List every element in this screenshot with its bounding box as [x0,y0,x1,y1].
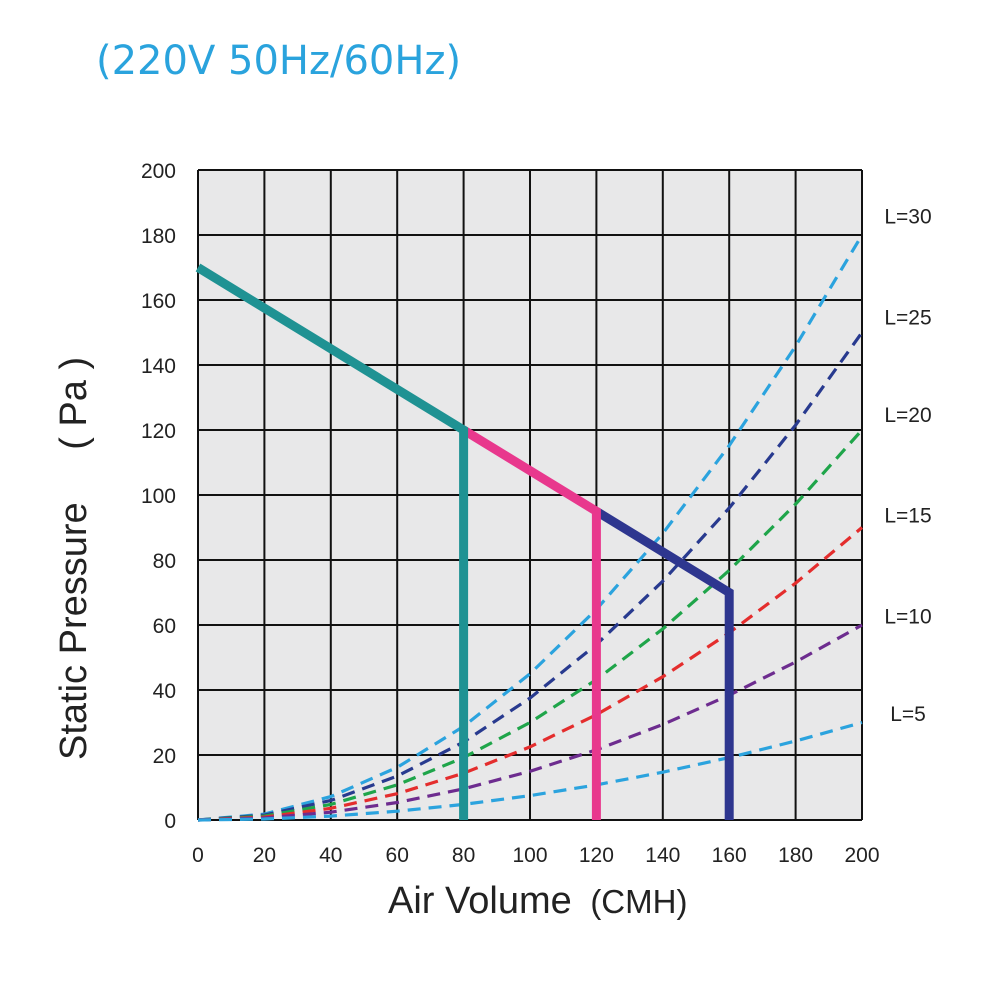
x-tick-label: 100 [512,844,547,867]
curve-label: L=15 [884,505,931,528]
y-axis-unit: ( Pa ) [53,357,95,450]
y-tick-label: 140 [141,355,176,378]
system-curve-l-30 [197,234,864,822]
y-tick-labels: 0 20 40 60 80 100 120 140 160 180 200 [141,160,176,833]
system-curve-l-15 [197,526,864,822]
curve-label: L=5 [890,703,926,726]
system-curve-l-10 [197,623,863,822]
y-tick-label: 80 [153,550,176,573]
system-curves [197,234,864,822]
y-tick-label: 200 [141,160,176,183]
y-axis-label: Static Pressure ( Pa ) [53,357,95,760]
y-tick-label: 0 [164,810,176,833]
x-tick-label: 80 [452,844,475,867]
x-tick-label: 0 [192,844,204,867]
x-axis-title: Air Volume [388,880,572,922]
curve-label: L=20 [884,404,931,427]
chart-title: (220V 50Hz/60Hz) [96,38,462,84]
x-axis-label: Air Volume (CMH) [388,880,687,922]
y-tick-label: 60 [153,615,176,638]
x-tick-label: 160 [712,844,747,867]
fan-curve-2 [461,426,601,820]
y-tick-label: 120 [141,420,176,443]
curve-label: L=10 [884,605,931,628]
grid [197,169,863,821]
x-tick-label: 140 [645,844,680,867]
fan-curve-1 [594,507,734,820]
x-tick-label: 60 [386,844,409,867]
system-curve-l-25 [197,331,864,822]
y-tick-label: 180 [141,225,176,248]
x-tick-label: 180 [778,844,813,867]
x-tick-labels: 0 20 40 60 80 100 120 140 160 180 200 [192,844,879,867]
y-tick-label: 100 [141,485,176,508]
curve-label: L=25 [884,306,931,329]
system-curve-l-5 [197,720,863,822]
x-tick-label: 40 [319,844,342,867]
y-tick-label: 40 [153,680,176,703]
system-curve-l-20 [197,428,864,822]
x-tick-label: 20 [253,844,276,867]
fan-curves [195,263,734,820]
x-tick-label: 200 [844,844,879,867]
curve-labels: L=30 L=25 L=20 L=15 L=10 L=5 [884,206,931,726]
x-axis-unit: (CMH) [590,883,687,920]
y-tick-label: 20 [153,745,176,768]
fan-curve-3 [195,263,469,820]
curve-label: L=30 [884,206,931,229]
x-tick-label: 120 [579,844,614,867]
y-tick-label: 160 [141,290,176,313]
y-axis-title: Static Pressure [53,502,95,760]
